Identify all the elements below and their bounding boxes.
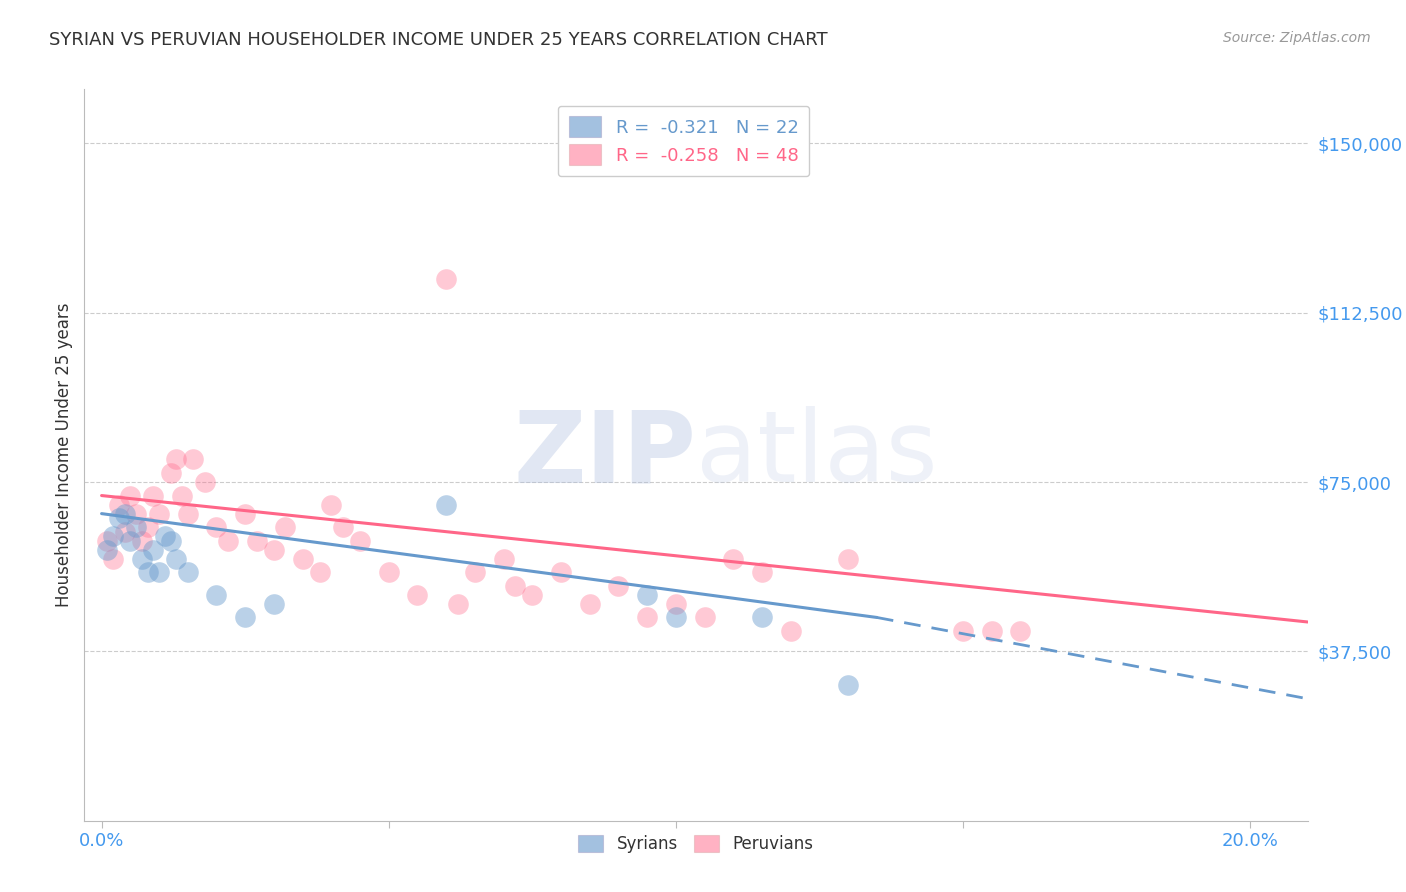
Point <box>120 489 142 503</box>
Point <box>693 610 716 624</box>
Point <box>723 551 745 566</box>
Point <box>263 542 285 557</box>
Point <box>96 533 118 548</box>
Point <box>170 489 193 503</box>
Point <box>263 597 285 611</box>
Y-axis label: Householder Income Under 25 years: Householder Income Under 25 years <box>55 302 73 607</box>
Point <box>434 272 457 286</box>
Point <box>233 610 256 624</box>
Point <box>165 551 187 566</box>
Point <box>125 507 148 521</box>
Text: ZIP: ZIP <box>513 407 696 503</box>
Point <box>183 452 205 467</box>
Text: Source: ZipAtlas.com: Source: ZipAtlas.com <box>1223 31 1371 45</box>
Point <box>101 551 124 566</box>
Point <box>578 597 600 611</box>
Point <box>446 597 468 611</box>
Point <box>332 520 354 534</box>
Point <box>308 566 330 580</box>
Point <box>779 624 801 638</box>
Point <box>108 511 131 525</box>
Legend: Syrians, Peruvians: Syrians, Peruvians <box>571 829 821 860</box>
Point <box>114 524 136 539</box>
Point <box>837 551 859 566</box>
Point <box>492 551 515 566</box>
Point <box>153 529 176 543</box>
Point <box>377 566 399 580</box>
Point <box>136 520 159 534</box>
Point <box>550 566 572 580</box>
Point <box>120 533 142 548</box>
Point <box>148 507 170 521</box>
Point <box>321 498 343 512</box>
Point <box>503 579 526 593</box>
Point <box>434 498 457 512</box>
Point <box>406 588 429 602</box>
Point <box>952 624 974 638</box>
Point <box>96 542 118 557</box>
Point <box>349 533 371 548</box>
Point <box>177 566 200 580</box>
Point <box>665 597 688 611</box>
Point <box>159 533 181 548</box>
Point <box>1010 624 1032 638</box>
Point <box>125 520 148 534</box>
Point <box>665 610 688 624</box>
Point <box>217 533 239 548</box>
Point <box>108 498 131 512</box>
Point <box>607 579 630 593</box>
Point <box>205 588 228 602</box>
Point <box>165 452 187 467</box>
Point <box>751 566 773 580</box>
Point <box>142 542 165 557</box>
Point <box>101 529 124 543</box>
Point <box>131 551 153 566</box>
Text: atlas: atlas <box>696 407 938 503</box>
Point <box>131 533 153 548</box>
Point <box>142 489 165 503</box>
Point <box>148 566 170 580</box>
Point <box>205 520 228 534</box>
Point <box>751 610 773 624</box>
Point <box>274 520 297 534</box>
Point <box>177 507 200 521</box>
Point <box>522 588 544 602</box>
Point <box>980 624 1002 638</box>
Text: SYRIAN VS PERUVIAN HOUSEHOLDER INCOME UNDER 25 YEARS CORRELATION CHART: SYRIAN VS PERUVIAN HOUSEHOLDER INCOME UN… <box>49 31 828 49</box>
Point <box>636 588 658 602</box>
Point <box>233 507 256 521</box>
Point <box>159 466 181 480</box>
Point <box>636 610 658 624</box>
Point <box>114 507 136 521</box>
Point <box>291 551 314 566</box>
Point <box>136 566 159 580</box>
Point <box>837 678 859 692</box>
Point <box>194 475 217 489</box>
Point <box>464 566 486 580</box>
Point <box>246 533 269 548</box>
